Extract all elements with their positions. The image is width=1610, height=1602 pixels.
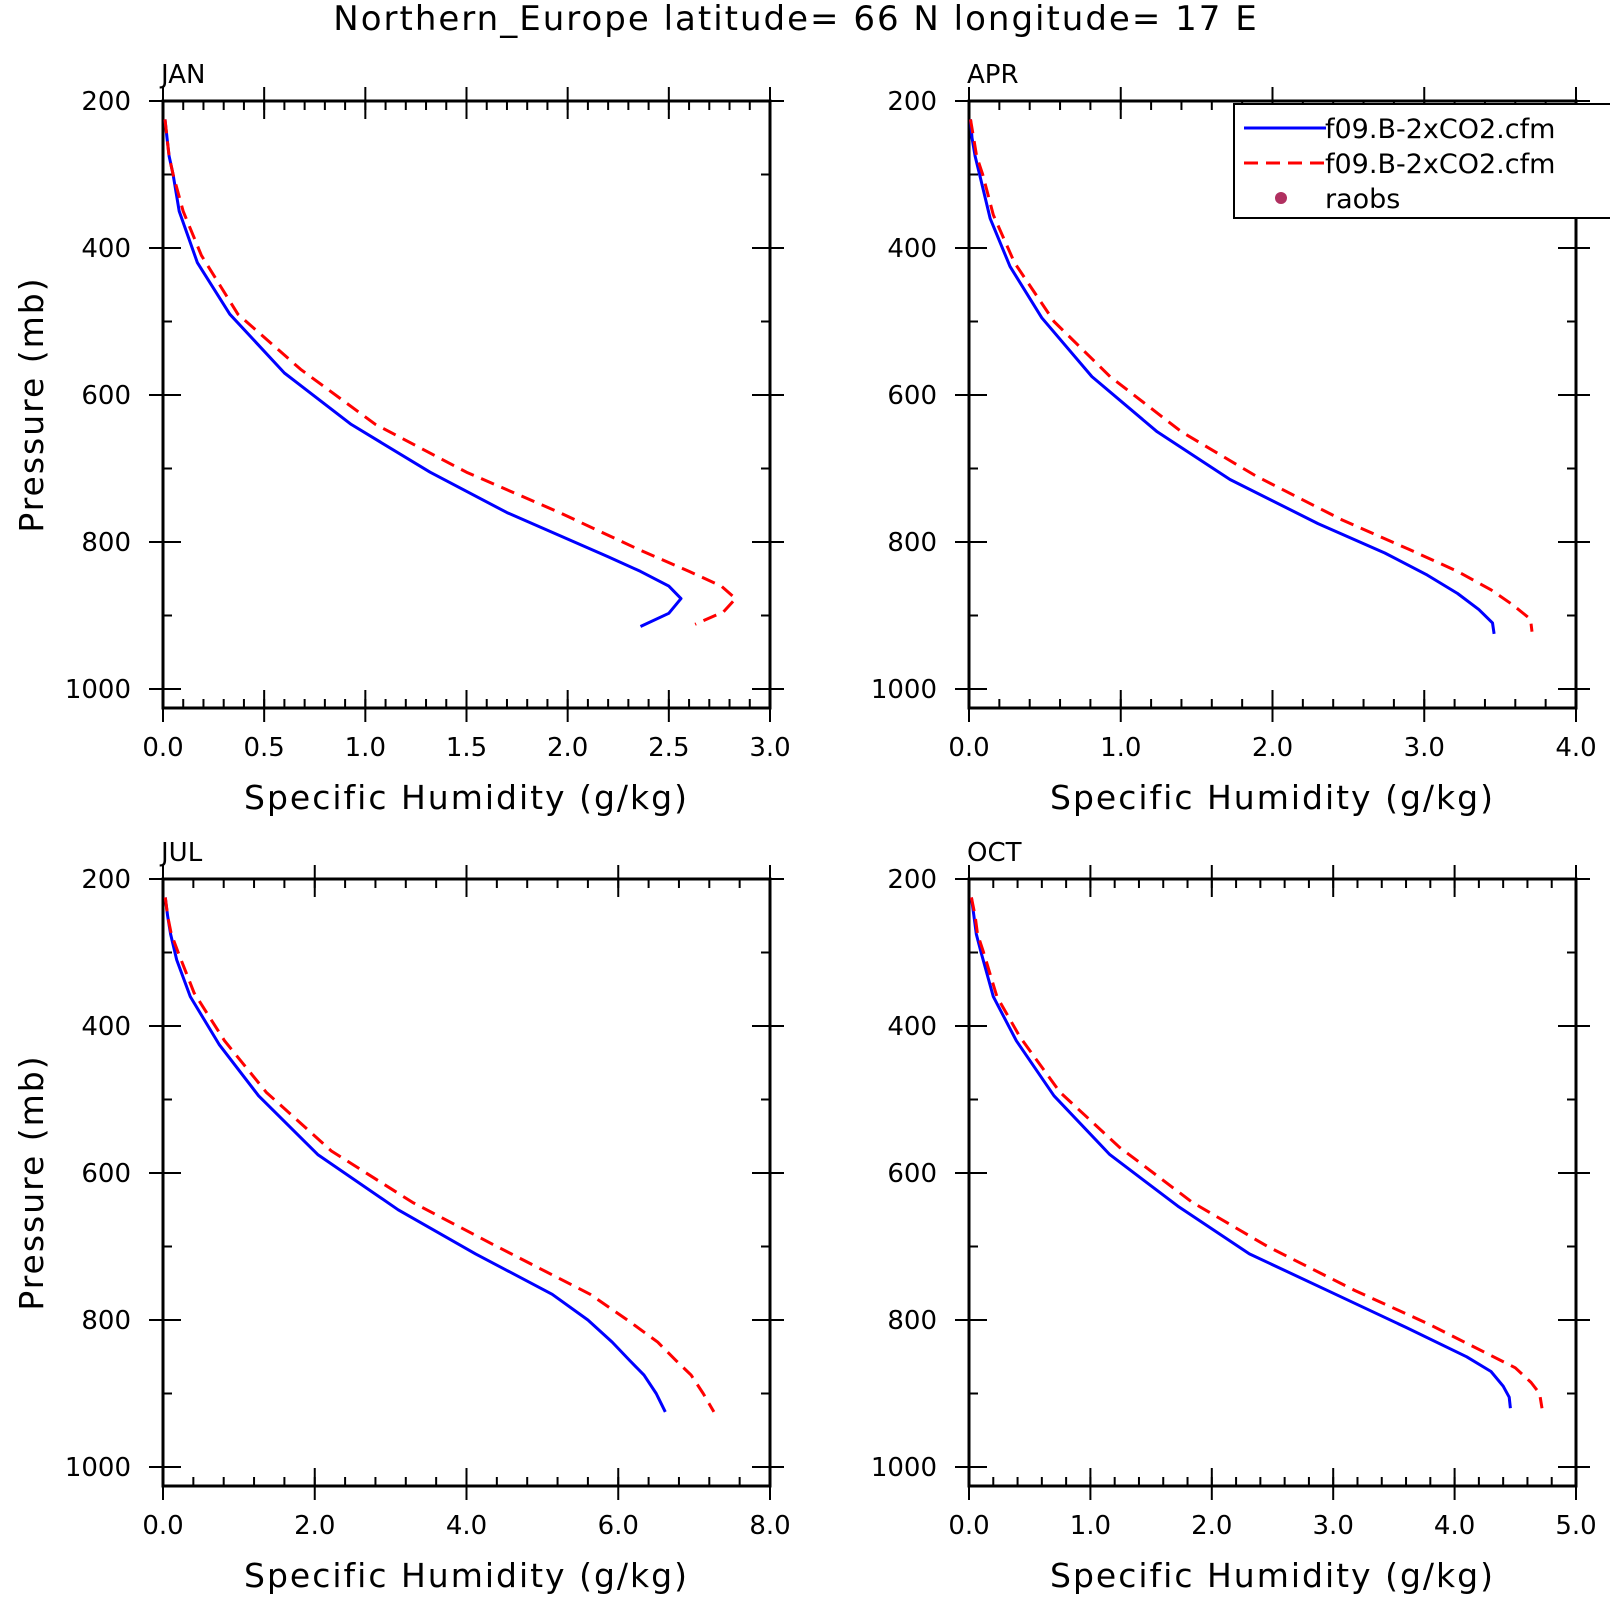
x-tick-label: 0.0 <box>142 733 183 763</box>
series-line-dashed-red <box>163 119 738 626</box>
y-tick-label: 400 <box>887 1012 937 1042</box>
legend-marker-dot <box>1275 192 1287 204</box>
x-tick-label: 2.0 <box>294 1511 335 1541</box>
legend-label: raobs <box>1325 184 1400 215</box>
y-tick-label: 400 <box>81 1012 131 1042</box>
panel-label: JUL <box>159 838 203 868</box>
x-tick-label: 3.0 <box>749 733 790 763</box>
y-axis-label: Pressure (mb) <box>12 1054 51 1310</box>
x-tick-label: 0.5 <box>243 733 284 763</box>
y-tick-label: 1000 <box>65 1453 131 1483</box>
legend: f09.B-2xCO2.cfm f09.B-2xCO2.cfm raobs <box>1233 103 1610 219</box>
series-line-dashed-red <box>969 119 1534 632</box>
y-tick-label: 600 <box>81 1159 131 1189</box>
y-tick-label: 1000 <box>65 675 131 705</box>
x-axis-label: Specific Humidity (g/kg) <box>1050 778 1495 817</box>
y-tick-label: 200 <box>81 865 131 895</box>
x-tick-label: 0.0 <box>948 733 989 763</box>
panel-label: JAN <box>159 60 205 90</box>
panel-label: APR <box>967 60 1019 90</box>
x-tick-label: 0.0 <box>142 1511 183 1541</box>
x-tick-label: 1.0 <box>1070 1511 1111 1541</box>
x-tick-label: 2.0 <box>1191 1511 1232 1541</box>
plot-frame <box>161 877 772 1488</box>
y-tick-label: 200 <box>81 87 131 117</box>
series-line-dashed-red <box>163 897 716 1413</box>
x-tick-label: 2.5 <box>648 733 689 763</box>
panel-label: OCT <box>967 838 1022 868</box>
y-tick-label: 400 <box>887 234 937 264</box>
x-tick-label: 3.0 <box>1404 733 1445 763</box>
x-tick-label: 2.0 <box>547 733 588 763</box>
x-tick-label: 5.0 <box>1555 1511 1596 1541</box>
legend-label: f09.B-2xCO2.cfm <box>1325 149 1555 180</box>
chart-panel-apr: 0.0 1.0 2.0 3.0 4.0 200 400 600 800 1000 APR Specif… <box>871 60 1597 817</box>
x-tick-label: 6.0 <box>598 1511 639 1541</box>
y-tick-label: 600 <box>887 1159 937 1189</box>
chart-panel-jan: 0.0 0.5 1.0 1.5 2.0 2.5 3.0 200 400 600 800 1000 JAN… <box>12 60 791 817</box>
x-axis-label: Specific Humidity (g/kg) <box>244 778 689 817</box>
legend-box <box>1233 103 1610 219</box>
x-tick-label: 0.0 <box>948 1511 989 1541</box>
figure-title: Northern_Europe latitude= 66 N longitude… <box>333 0 1258 39</box>
legend-label: f09.B-2xCO2.cfm <box>1325 114 1555 145</box>
x-tick-label: 1.0 <box>345 733 386 763</box>
y-tick-label: 1000 <box>871 675 937 705</box>
series-line-solid-blue <box>163 119 683 628</box>
y-tick-label: 800 <box>887 528 937 558</box>
x-tick-label: 8.0 <box>749 1511 790 1541</box>
y-tick-label: 800 <box>887 1306 937 1336</box>
plot-frame <box>161 99 772 710</box>
y-tick-label: 600 <box>81 381 131 411</box>
y-tick-label: 1000 <box>871 1453 937 1483</box>
x-tick-label: 1.5 <box>446 733 487 763</box>
series-line-solid-blue <box>969 119 1496 635</box>
x-tick-label: 4.0 <box>1434 1511 1475 1541</box>
series-line-solid-blue <box>163 897 667 1413</box>
y-tick-label: 600 <box>887 381 937 411</box>
y-tick-label: 800 <box>81 528 131 558</box>
y-tick-label: 200 <box>887 87 937 117</box>
x-tick-label: 1.0 <box>1100 733 1141 763</box>
x-axis-label: Specific Humidity (g/kg) <box>244 1556 689 1595</box>
chart-panel-jul: 0.0 2.0 4.0 6.0 8.0 200 400 600 800 1000 JUL Specif… <box>12 838 791 1595</box>
y-axis-label: Pressure (mb) <box>12 276 51 532</box>
y-tick-label: 800 <box>81 1306 131 1336</box>
y-tick-label: 200 <box>887 865 937 895</box>
x-tick-label: 3.0 <box>1313 1511 1354 1541</box>
x-tick-label: 2.0 <box>1252 733 1293 763</box>
x-tick-label: 4.0 <box>1555 733 1596 763</box>
plot-frame <box>967 877 1578 1488</box>
series-line-dashed-red <box>969 897 1544 1409</box>
x-tick-label: 4.0 <box>446 1511 487 1541</box>
series-line-solid-blue <box>969 897 1512 1409</box>
y-tick-label: 400 <box>81 234 131 264</box>
chart-panel-oct: 0.0 1.0 2.0 3.0 4.0 5.0 200 400 600 800 1000 OCT Spe… <box>871 838 1597 1595</box>
x-axis-label: Specific Humidity (g/kg) <box>1050 1556 1495 1595</box>
panels: 0.0 0.5 1.0 1.5 2.0 2.5 3.0 200 400 600 800 1000 JAN… <box>12 60 1597 1595</box>
